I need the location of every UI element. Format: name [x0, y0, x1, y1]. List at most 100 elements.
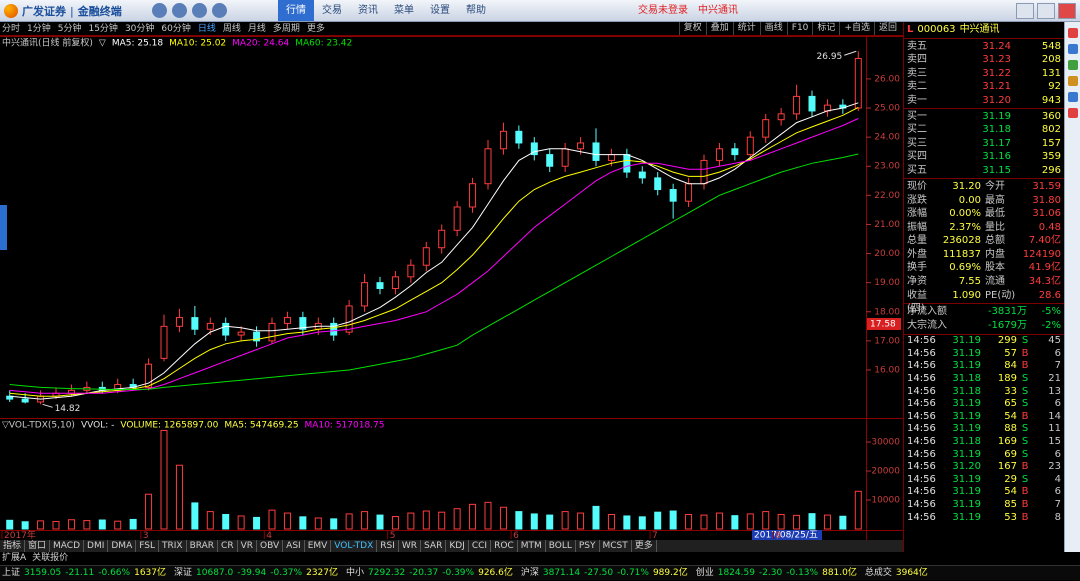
trade-cell: 31.18	[952, 436, 981, 447]
candle-body	[391, 276, 399, 289]
indicator-tab[interactable]: KDJ	[446, 540, 469, 552]
sub-tab[interactable]: 扩展A	[2, 553, 27, 563]
order-row: 卖二 31.21 92	[904, 80, 1064, 93]
indicator-tab[interactable]: DMI	[84, 540, 109, 552]
status-item[interactable]: 交易未登录	[638, 5, 688, 16]
indicator-tab[interactable]: MTM	[518, 540, 546, 552]
order-price: 31.22	[982, 67, 1011, 79]
menu-item[interactable]: 行情	[278, 0, 314, 21]
indicator-tab[interactable]: MACD	[50, 540, 85, 552]
minimize[interactable]	[1016, 3, 1034, 19]
period-tab[interactable]: 多周期	[272, 24, 300, 34]
order-price: 31.23	[982, 54, 1011, 66]
tool-button[interactable]: 标记	[812, 22, 839, 35]
indicator-tab[interactable]: BOLL	[546, 540, 576, 552]
side-tab[interactable]	[0, 205, 7, 250]
indicator-tab[interactable]: OBV	[257, 540, 284, 552]
period-tab[interactable]: 周线	[222, 24, 241, 34]
icon[interactable]	[1068, 108, 1078, 118]
index-amount: 2327亿	[306, 568, 338, 578]
indicator-tab[interactable]: RSI	[377, 540, 399, 552]
trade-row: 14:56 31.19 88 S 11	[904, 423, 1064, 436]
icon[interactable]	[1068, 44, 1078, 54]
home-button[interactable]	[152, 3, 167, 18]
collapse-button[interactable]	[212, 3, 227, 18]
trade-cell: S	[1021, 335, 1029, 347]
period-tab[interactable]: 15分钟	[88, 24, 118, 34]
indicator-tab[interactable]: 窗口	[25, 540, 51, 552]
candle-body	[376, 282, 384, 289]
indicator-tab[interactable]: BRAR	[187, 540, 219, 552]
index-amount: 881.0亿	[822, 568, 857, 578]
indicator-tab[interactable]: CR	[218, 540, 238, 552]
indicator-tab[interactable]: DMA	[108, 540, 137, 552]
indicator-tab[interactable]: VOL-TDX	[331, 540, 378, 552]
indicator-tab[interactable]: PSY	[576, 540, 600, 552]
order-row: 卖四 31.23 208	[904, 53, 1064, 66]
period-tab[interactable]: 分时	[2, 24, 21, 34]
indicator-tab[interactable]: VR	[238, 540, 258, 552]
trade-cell: 14:56	[907, 498, 936, 510]
period-tab[interactable]: 60分钟	[161, 24, 191, 34]
indicator-tab[interactable]: WR	[399, 540, 422, 552]
indicator-tab[interactable]: FSL	[136, 540, 159, 552]
back-button[interactable]	[172, 3, 187, 18]
icon[interactable]	[1068, 60, 1078, 70]
stat-row: 总量 236028 总额 7.40亿	[904, 234, 1064, 248]
menu-item[interactable]: 设置	[430, 5, 450, 16]
tool-button[interactable]: 叠加	[705, 22, 733, 35]
stat-row: 涨幅 0.00% 最低 31.06	[904, 207, 1064, 221]
trade-cell: 31.19	[952, 410, 981, 422]
volume-bar	[268, 509, 276, 530]
indicator-tab[interactable]: TRIX	[159, 540, 187, 552]
icon[interactable]	[1068, 76, 1078, 86]
indicator-tab[interactable]: ROC	[491, 540, 518, 552]
menu-item[interactable]: 菜单	[394, 5, 414, 16]
trade-cell: S	[1021, 436, 1029, 447]
tool-button[interactable]: +自选	[839, 22, 874, 35]
menu-item[interactable]: 交易	[322, 5, 342, 16]
indicator-tab[interactable]: CCI	[469, 540, 492, 552]
indicator-tab[interactable]: SAR	[421, 540, 447, 552]
forward-button[interactable]	[192, 3, 207, 18]
candle-body	[592, 142, 600, 161]
period-tab[interactable]: 日线	[197, 24, 216, 34]
close[interactable]	[1058, 3, 1076, 19]
volume-bar	[391, 516, 399, 530]
tool-button[interactable]: F10	[786, 22, 813, 35]
index-quote: 深证 10687.0 -39.94 -0.37% 2327亿	[174, 566, 338, 580]
sub-tab[interactable]: 关联报价	[32, 553, 69, 563]
stat-row: 外盘 111837 内盘 124190	[904, 248, 1064, 262]
volume-bar	[345, 513, 353, 530]
maximize[interactable]	[1037, 3, 1055, 19]
stat-row: 涨跌 0.00 最高 31.80	[904, 194, 1064, 208]
period-tab[interactable]: 月线	[247, 24, 266, 34]
volume-bar	[731, 515, 739, 530]
tool-button[interactable]: 画线	[759, 22, 787, 35]
menu-item[interactable]: 帮助	[466, 5, 486, 16]
period-tab[interactable]: 1分钟	[27, 24, 51, 34]
indicator-tab[interactable]: 指标	[0, 540, 26, 552]
indicator-tab[interactable]: MCST	[600, 540, 632, 552]
indicator-tab[interactable]: EMV	[305, 540, 332, 552]
flow-cell: -3831万	[987, 306, 1027, 318]
stat-cell: 外盘	[907, 248, 927, 260]
trade-cell: 14:56	[907, 436, 936, 447]
tool-button[interactable]: 复权	[678, 22, 706, 35]
tool-button[interactable]: 返回	[873, 22, 901, 35]
menu-item[interactable]: 资讯	[358, 5, 378, 16]
icon[interactable]	[1068, 28, 1078, 38]
stat-cell: 今开	[985, 180, 1005, 192]
chart: 中兴通讯(日线 前复权) ▽ MA5: 25.18 MA10: 25.02 MA20: …	[0, 36, 903, 540]
icon[interactable]	[1068, 92, 1078, 102]
stat-cell: 0.48	[1038, 221, 1061, 233]
tool-button[interactable]: 统计	[732, 22, 760, 35]
period-tab[interactable]: 更多	[306, 24, 325, 34]
indicator-tab[interactable]: ASI	[283, 540, 305, 552]
volume-bar	[546, 514, 554, 530]
candle-body	[530, 142, 538, 156]
period-tab[interactable]: 5分钟	[57, 24, 82, 34]
period-tab[interactable]: 30分钟	[124, 24, 155, 34]
status-item[interactable]: 中兴通讯	[698, 5, 738, 16]
indicator-tab[interactable]: 更多	[632, 540, 657, 552]
